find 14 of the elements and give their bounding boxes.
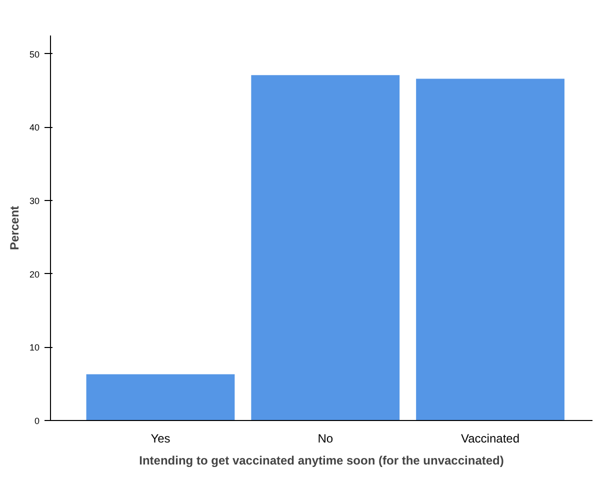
bar xyxy=(251,75,400,420)
bar xyxy=(416,78,564,420)
x-tick-label: No xyxy=(318,432,334,446)
bar xyxy=(86,374,235,420)
y-tick-label: 10 xyxy=(29,342,40,353)
y-axis-title: Percent xyxy=(7,206,22,250)
x-tick-label: Yes xyxy=(150,432,170,446)
y-tick-label: 0 xyxy=(34,416,40,426)
y-tick-label: 40 xyxy=(29,122,40,133)
y-tick-label: 50 xyxy=(29,49,40,60)
y-tick-label: 20 xyxy=(29,269,40,280)
x-axis-title: Intending to get vaccinated anytime soon (for the unvaccinated) xyxy=(139,454,504,468)
x-tick-label: Vaccinated xyxy=(461,432,520,446)
y-tick-label: 30 xyxy=(29,196,40,206)
